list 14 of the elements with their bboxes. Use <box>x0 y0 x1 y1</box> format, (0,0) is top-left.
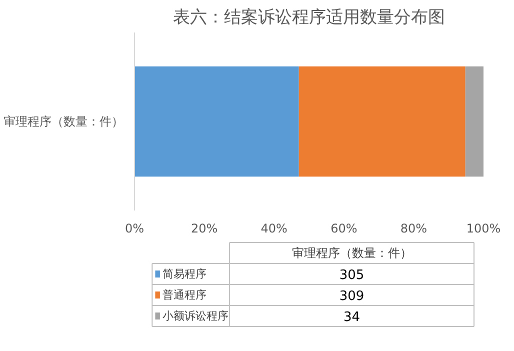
legend-label: 简易程序 <box>162 268 206 280</box>
x-tick-label: 60% <box>330 222 358 236</box>
text: 34 <box>344 310 360 325</box>
chart-title: 表六：结案诉讼程序适用数量分布图 <box>173 8 445 28</box>
text: 309 <box>339 289 364 304</box>
legend-label: 小额诉讼程序 <box>162 310 228 322</box>
legend-label: 普通程序 <box>162 288 206 302</box>
category-label: 审理程序（数量：件） <box>292 246 412 260</box>
text: 305 <box>339 268 364 283</box>
x-tick-label: 80% <box>400 222 428 236</box>
x-tick-label: 0% <box>124 222 144 236</box>
x-tick-label: 100% <box>466 222 501 236</box>
x-tick-label: 40% <box>260 222 288 236</box>
x-tick-label: 20% <box>190 222 218 236</box>
